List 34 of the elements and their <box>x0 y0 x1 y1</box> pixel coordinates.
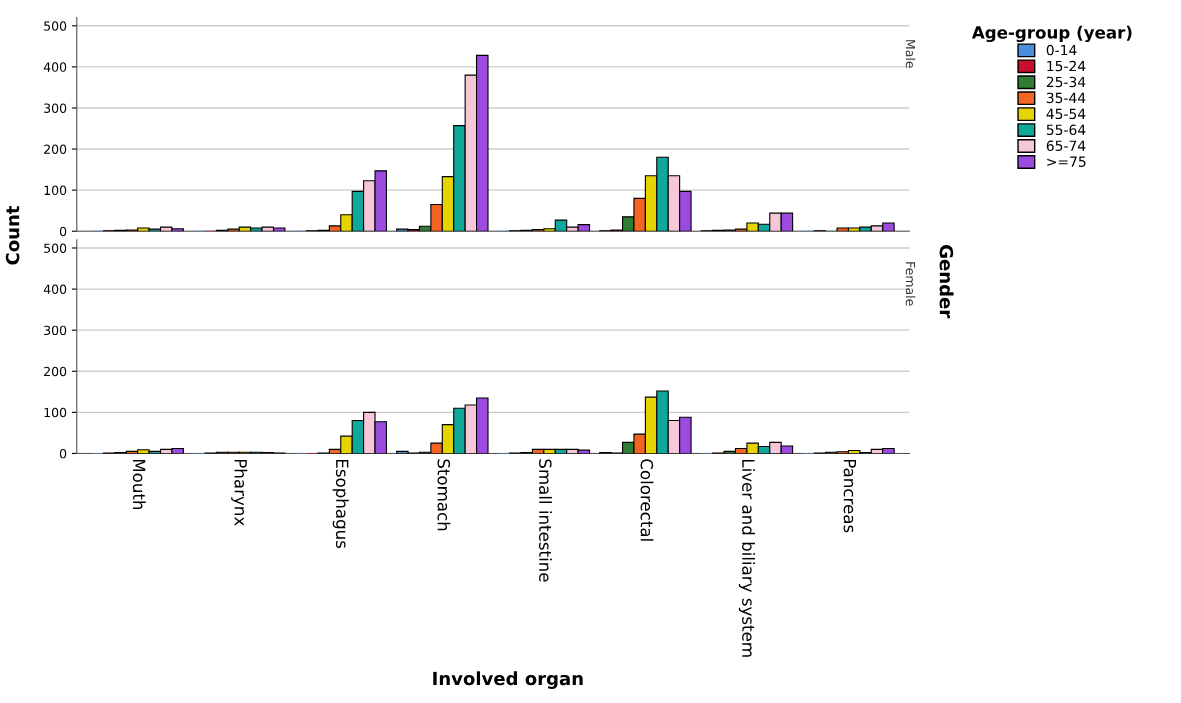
legend-label: 15-24 <box>1047 60 1086 72</box>
y-tick-label: 500 <box>44 21 67 31</box>
y-tick-label: 100 <box>44 407 67 418</box>
x-axis-title: Involved organ <box>433 671 583 689</box>
legend-label: 0-14 <box>1046 44 1077 56</box>
x-tick-label: Pancreas <box>843 459 856 533</box>
y-tick-label: 300 <box>44 325 67 336</box>
x-tick-label: Liver and biliary system <box>738 459 755 657</box>
legend-label: 55-64 <box>1046 124 1086 136</box>
x-tick-label: Esophagus <box>332 459 349 549</box>
x-tick-label: Stomach <box>437 459 451 531</box>
legend-label: >=75 <box>1047 156 1086 167</box>
legend-label: 65-74 <box>1046 140 1086 151</box>
x-tick-label: Colorectal <box>640 459 654 541</box>
y-tick-label: 100 <box>44 185 67 196</box>
y-tick-label: 500 <box>44 243 67 253</box>
x-tick-label: Mouth <box>132 459 146 510</box>
legend-title: Age-group (year) <box>971 25 1132 43</box>
legend-label: 35-44 <box>1046 92 1086 104</box>
y-tick-label: 400 <box>43 62 67 72</box>
annotation: Male <box>905 40 916 68</box>
y-axis-title: Count <box>5 205 20 265</box>
legend-label: 45-54 <box>1046 108 1086 120</box>
x-tick-label: Pharynx <box>231 459 248 526</box>
legend-label: 25-34 <box>1046 76 1086 88</box>
y2-axis-title: Gender <box>939 245 954 319</box>
y-tick-label: 400 <box>43 284 67 295</box>
y-tick-label: 300 <box>44 103 67 113</box>
x-tick-label: Small intestine <box>539 459 552 582</box>
y-tick-label: 0 <box>59 448 67 459</box>
y-tick-label: 200 <box>44 144 67 154</box>
y-tick-label: 200 <box>44 366 67 377</box>
annotation: Female <box>905 262 916 306</box>
y-tick-label: 0 <box>59 226 67 237</box>
